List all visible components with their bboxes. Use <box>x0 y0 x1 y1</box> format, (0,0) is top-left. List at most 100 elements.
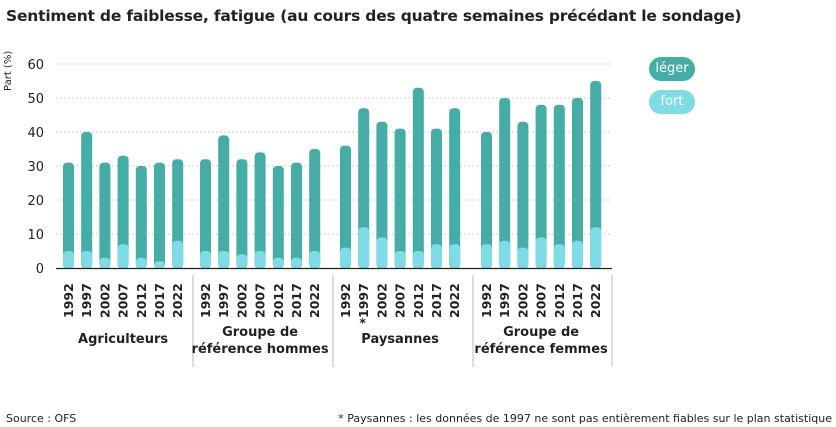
group-label: Groupe de <box>503 325 579 340</box>
x-tick-label: 2017 <box>289 283 304 318</box>
x-tick-label: 1997 <box>216 283 231 318</box>
y-axis-label: Part (%) <box>3 51 14 91</box>
bar-leger-0-2002[interactable] <box>99 162 111 269</box>
bar-leger-2-2002[interactable] <box>376 121 388 269</box>
axes <box>56 267 613 367</box>
bar-fort-2-2017[interactable] <box>431 244 442 268</box>
bar-fort-1-2022[interactable] <box>309 251 321 268</box>
bar-leger-3-2017[interactable] <box>572 98 583 269</box>
bar-fort-0-2017[interactable] <box>154 261 165 268</box>
bar-fort-2-2022[interactable] <box>449 244 461 268</box>
bar-fort-3-2012[interactable] <box>553 244 565 268</box>
grid-lines <box>56 63 612 235</box>
legend-leger[interactable]: léger <box>649 57 695 81</box>
bar-fort-1-2012[interactable] <box>272 257 284 268</box>
x-tick-label: 2002 <box>515 283 530 318</box>
bar-leger-0-2012[interactable] <box>135 166 147 269</box>
bar-leger-2-2022[interactable] <box>449 108 461 269</box>
x-tick-label: 1997 <box>79 283 94 318</box>
x-tick-label: 1997 <box>356 283 371 318</box>
bar-leger-1-1997[interactable] <box>218 135 230 269</box>
bar-fort-0-2002[interactable] <box>99 257 111 268</box>
bar-leger-1-2012[interactable] <box>272 166 284 269</box>
x-tick-label: 1992 <box>198 283 213 318</box>
bar-leger-3-2022[interactable] <box>590 81 602 269</box>
x-tick-label: 2012 <box>271 283 286 318</box>
y-tick-label: 50 <box>27 92 44 107</box>
bar-leger-3-1997[interactable] <box>499 98 511 269</box>
group-label: référence femmes <box>474 342 608 357</box>
x-tick-label: 2022 <box>588 283 603 318</box>
x-tick-label: 1997 <box>497 283 512 318</box>
x-tick-label: 1992 <box>61 283 76 318</box>
source-note: Source : OFS <box>6 412 77 425</box>
bar-fort-3-2022[interactable] <box>590 227 602 268</box>
bar-fort-2-1992[interactable] <box>340 247 351 268</box>
y-tick-label: 20 <box>27 194 44 209</box>
bar-fort-1-2007[interactable] <box>254 251 266 268</box>
group-label: Groupe de <box>222 325 298 340</box>
chart-title: Sentiment de faiblesse, fatigue (au cour… <box>6 7 742 25</box>
bar-fort-0-2007[interactable] <box>117 244 129 268</box>
bar-fort-3-2007[interactable] <box>535 237 547 268</box>
y-tick-label: 30 <box>27 160 44 175</box>
bar-leger-2-2017[interactable] <box>431 128 442 269</box>
bar-fort-1-1997[interactable] <box>218 251 230 268</box>
x-tick-label: 2007 <box>116 283 131 318</box>
bar-leger-2-1992[interactable] <box>340 145 351 269</box>
bars <box>63 81 602 269</box>
bar-fort-3-2002[interactable] <box>517 247 529 268</box>
bar-leger-1-2007[interactable] <box>254 152 266 269</box>
x-tick-label: 2022 <box>447 283 462 318</box>
bar-leger-1-2017[interactable] <box>291 162 302 269</box>
legend-fort[interactable]: fort <box>649 90 695 114</box>
bar-fort-3-1997[interactable] <box>499 240 511 268</box>
footnote: * Paysannes : les données de 1997 ne son… <box>338 412 832 425</box>
x-tick-label: 1992 <box>338 283 353 318</box>
bar-fort-1-2017[interactable] <box>291 257 302 268</box>
bar-leger-3-1992[interactable] <box>481 132 492 269</box>
bar-leger-0-1997[interactable] <box>81 132 93 269</box>
x-tick-label: 2017 <box>429 283 444 318</box>
bar-fort-0-2012[interactable] <box>135 257 147 268</box>
bar-leger-0-2007[interactable] <box>117 155 129 269</box>
bar-leger-3-2012[interactable] <box>553 104 565 269</box>
y-tick-label: 40 <box>27 126 44 141</box>
bar-leger-0-2017[interactable] <box>154 162 165 269</box>
bar-leger-1-2002[interactable] <box>236 159 248 269</box>
bar-fort-1-2002[interactable] <box>236 254 248 268</box>
x-tick-label: 2012 <box>552 283 567 318</box>
bar-leger-3-2007[interactable] <box>535 104 547 269</box>
bar-fort-0-1997[interactable] <box>81 251 93 268</box>
bar-leger-3-2002[interactable] <box>517 121 529 269</box>
x-tick-label: 2017 <box>570 283 585 318</box>
bar-leger-2-2012[interactable] <box>412 87 424 269</box>
x-tick-label: 2007 <box>534 283 549 318</box>
x-tick-label: 2002 <box>374 283 389 318</box>
group-label: Agriculteurs <box>78 332 168 347</box>
bar-leger-0-1992[interactable] <box>63 162 74 269</box>
y-tick-label: 0 <box>36 262 44 277</box>
y-tick-label: 60 <box>27 58 44 73</box>
bar-leger-2-2007[interactable] <box>394 128 406 269</box>
bar-fort-2-2002[interactable] <box>376 237 388 268</box>
x-tick-label: 2007 <box>393 283 408 318</box>
bar-fort-1-1992[interactable] <box>200 251 211 268</box>
x-tick-label: 1992 <box>479 283 494 318</box>
bar-fort-2-2007[interactable] <box>394 251 406 268</box>
x-tick-label: 2022 <box>170 283 185 318</box>
x-tick-label: 2012 <box>134 283 149 318</box>
bar-fort-2-1997[interactable] <box>358 227 370 268</box>
bar-fort-2-2012[interactable] <box>412 251 424 268</box>
bar-fort-3-1992[interactable] <box>481 244 492 268</box>
bar-leger-1-1992[interactable] <box>200 159 211 269</box>
bar-fort-3-2017[interactable] <box>572 240 583 268</box>
bar-fort-0-2022[interactable] <box>172 240 184 268</box>
group-label: référence hommes <box>192 342 329 357</box>
x-tick-label: 2017 <box>152 283 167 318</box>
bar-fort-0-1992[interactable] <box>63 251 74 268</box>
bar-leger-1-2022[interactable] <box>309 149 321 269</box>
flag-asterisk: * <box>359 315 366 330</box>
